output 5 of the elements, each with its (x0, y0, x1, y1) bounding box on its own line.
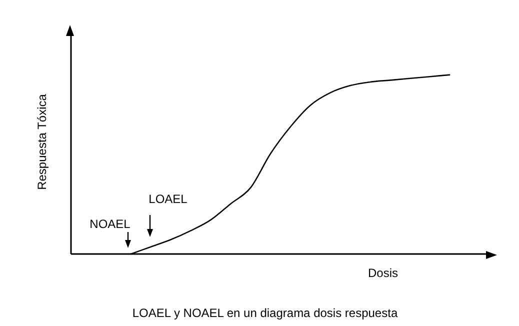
annotation: NOAEL (90, 217, 131, 231)
y-axis-title: Respuesta Tóxica (35, 94, 49, 190)
annotation: LOAEL (148, 192, 188, 206)
x-axis-title: Dosis (368, 266, 398, 280)
text: LOAEL y NOAEL en un diagrama dosis respuesta (132, 306, 398, 320)
